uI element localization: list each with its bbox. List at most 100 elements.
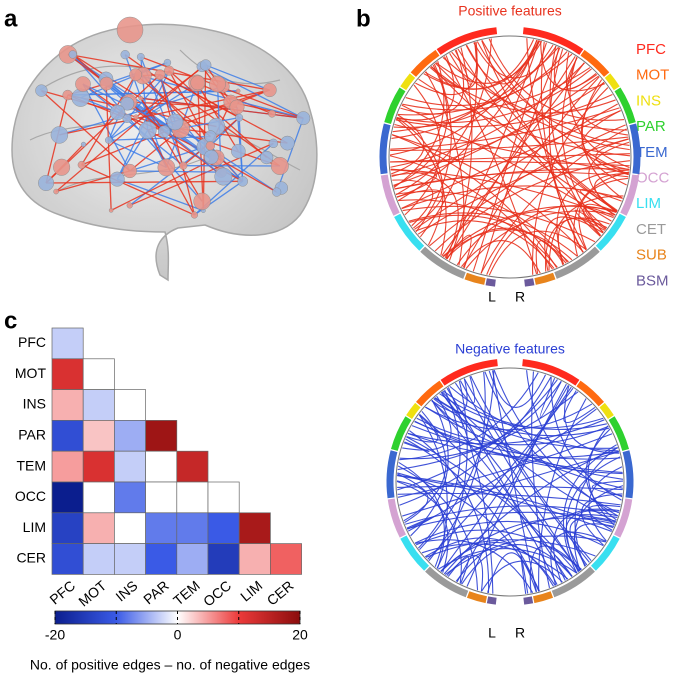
panel-label: c [4,307,17,334]
column-label: PAR [140,577,172,607]
brain-render [12,17,317,280]
row-label: CER [16,550,46,566]
brain-node [137,53,144,60]
chord-segment [534,594,552,599]
brain-node [205,131,217,143]
brain-node [230,100,245,115]
brain-node [231,144,245,158]
hemisphere-label: L [488,625,496,641]
legend-label: MOT [636,67,669,84]
brain-node [81,142,86,147]
chord-segment [582,53,606,75]
chord-segment [390,451,394,498]
chord-edge [432,400,567,579]
brain-node [117,17,143,43]
column-label: MOT [75,577,109,610]
heatmap-cell [52,359,83,390]
colorbar-tick-label: 20 [292,627,308,643]
brain-node [260,151,273,164]
chord-segment [409,405,418,417]
heatmap-cell [177,544,208,575]
brain-node [269,139,278,148]
chord-title: Negative features [455,341,565,357]
brain-node [235,114,242,121]
heatmap-cell [114,544,145,575]
legend-label: CET [636,221,666,238]
heatmap-cell [208,482,239,513]
brain-node [238,176,248,186]
brain-node [297,111,310,124]
chord-segment [626,451,630,498]
brain-node [167,114,183,130]
brain-node [54,189,59,194]
brain-node [121,50,130,59]
heatmap-cell [52,390,83,421]
brain-node [123,164,137,178]
brain-node [179,162,187,170]
legend-label: INS [636,92,661,109]
chord-segment [403,76,412,89]
column-label: TEM [170,577,203,608]
heatmap-cell [146,482,177,513]
brain-node [268,110,275,117]
brain-node [63,90,73,100]
row-label: MOT [15,365,47,381]
legend-label: LIM [636,195,661,212]
chord-title: Positive features [458,3,562,19]
brain-node [215,168,232,185]
heatmap-cell [208,544,239,575]
heatmap-cell [114,482,145,513]
chord-segment [523,31,581,52]
legend-label: TEM [636,144,668,161]
brain-node [191,76,205,90]
column-label: PFC [46,577,78,607]
row-label: INS [23,396,46,412]
brain-node [69,51,77,59]
colorbar-label: No. of positive edges – no. of negative … [30,657,310,673]
chord-edge [391,41,539,139]
chord-segment [468,594,486,599]
heatmap-cell [177,513,208,544]
brain-node [200,60,211,71]
heatmap-cell [146,420,177,451]
heatmap-cell [146,544,177,575]
legend-label: PFC [636,41,666,58]
chord-segment [524,600,533,601]
brain-node [130,69,142,81]
heatmap-cell [83,451,114,482]
brain-node [236,89,240,93]
heatmap-cell [114,420,145,451]
legend-label: BSM [636,272,669,289]
row-label: PAR [18,427,46,443]
heatmap-cell [52,451,83,482]
row-label: PFC [18,334,46,350]
chord-segment [602,405,611,417]
brain-node [139,121,156,138]
chord-segment [443,363,498,383]
chord-segment [523,363,578,383]
brain-node [134,115,139,120]
brain-node [51,126,68,143]
row-label: LIM [23,519,46,535]
chord-segment [486,282,495,283]
heatmap-cell [83,359,114,390]
chord-segment [488,600,497,601]
brain-node [263,83,277,97]
heatmap-cell [146,451,177,482]
legend-label: SUB [636,247,667,264]
brain-node [158,126,170,138]
brain-node [280,136,294,150]
brain-node [191,212,198,219]
heatmap-cell [114,513,145,544]
brain-node [158,159,175,176]
chord-segment [608,76,617,89]
heatmap-cell [83,544,114,575]
brain-node [206,141,215,150]
chord-segment [553,569,593,594]
brain-node [110,172,125,187]
colorbar-tick-label: 0 [174,627,182,643]
heatmap-cell [83,390,114,421]
heatmap-cell [52,328,83,359]
panel-label: a [4,5,18,32]
